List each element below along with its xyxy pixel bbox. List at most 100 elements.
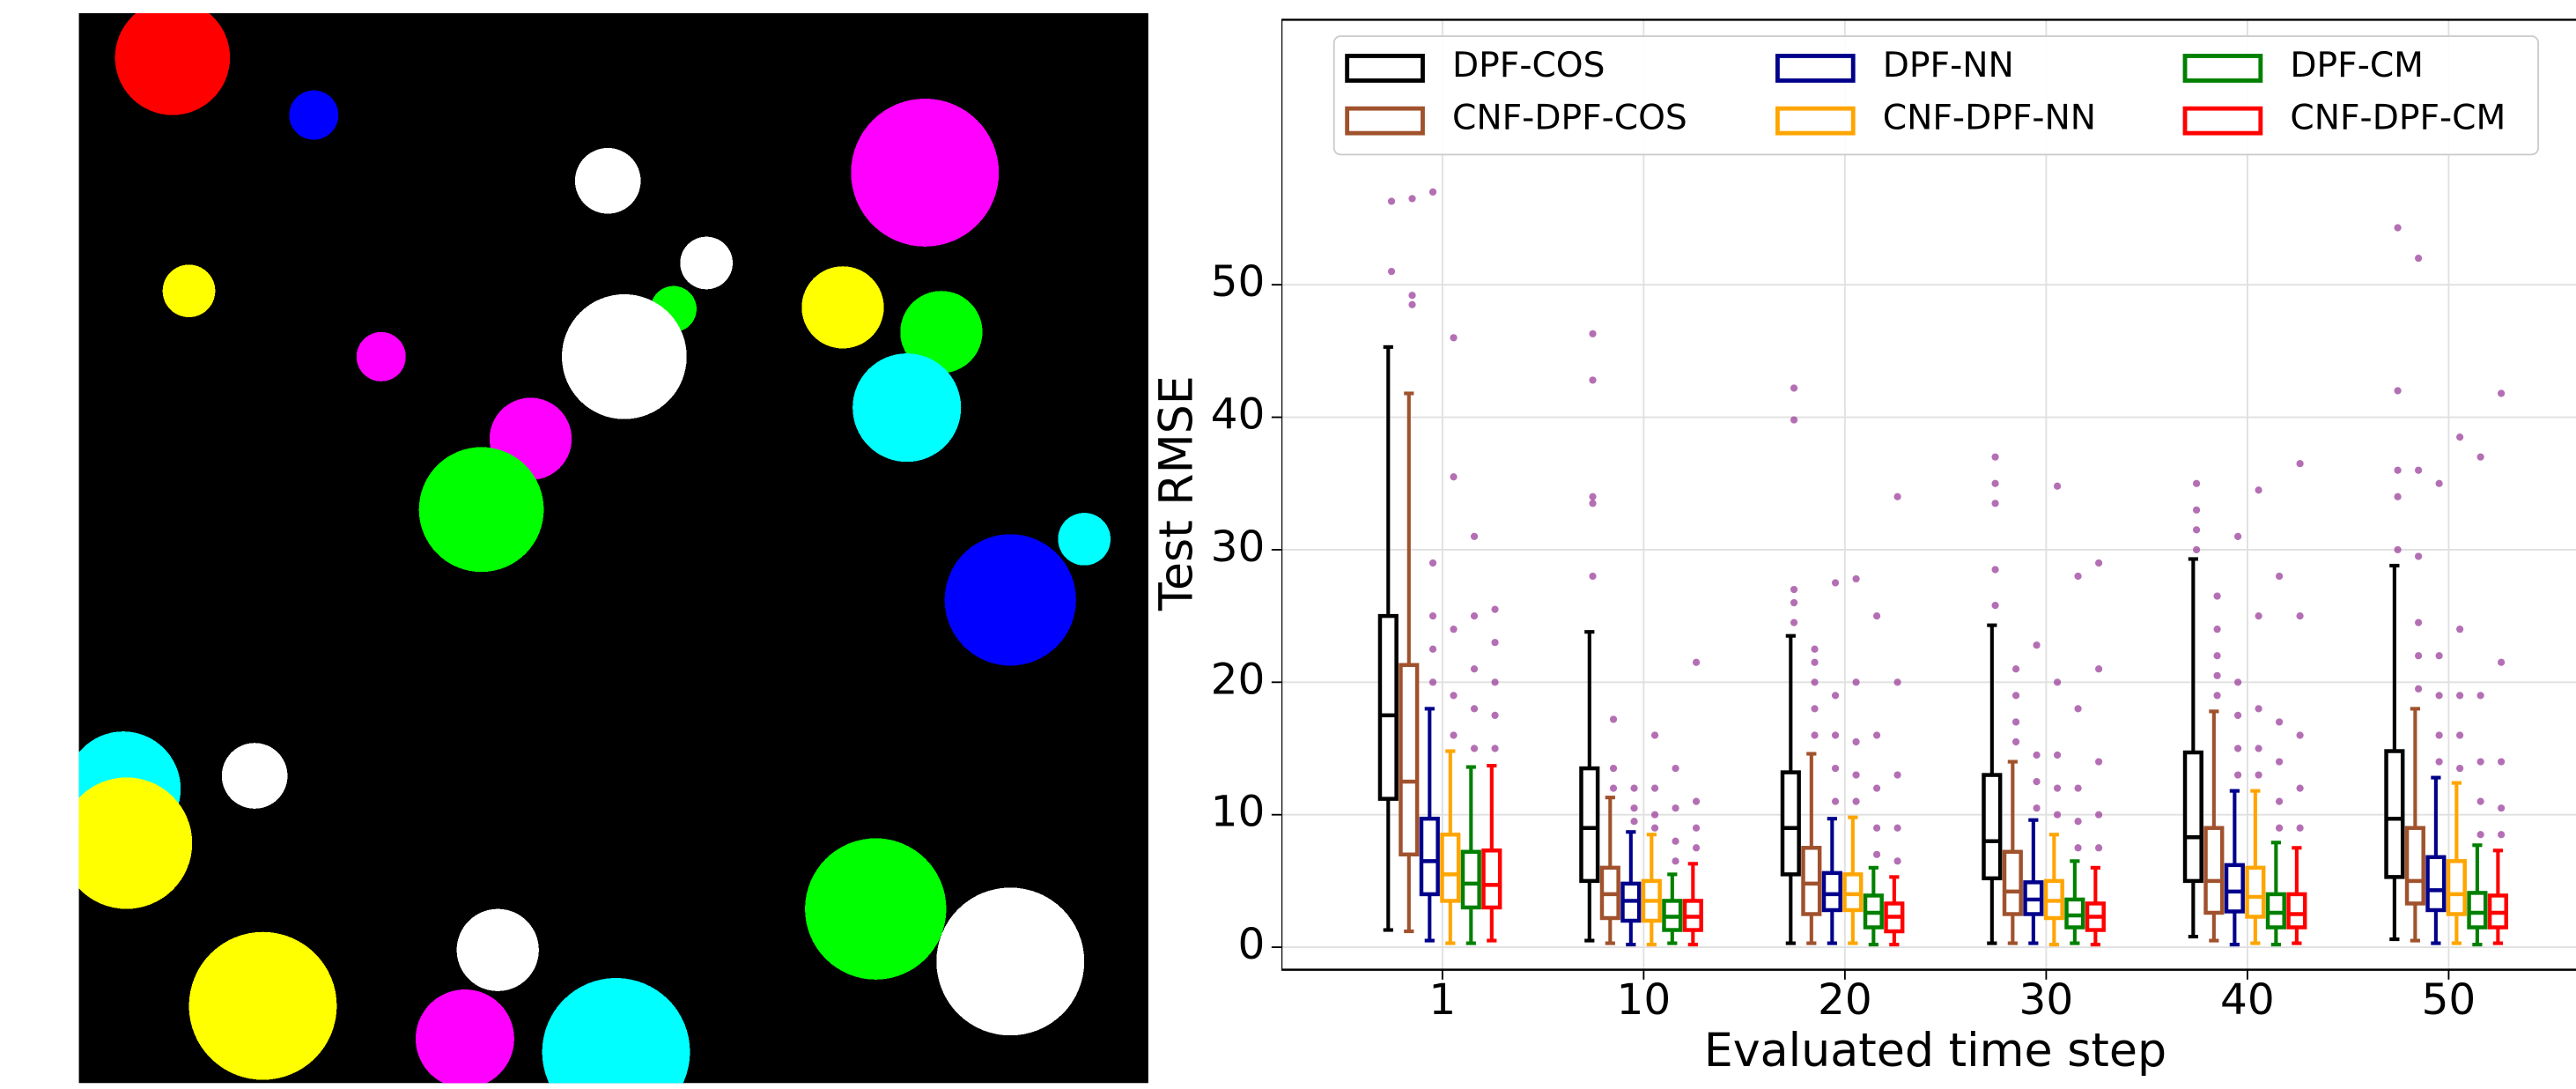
- outlier: [1811, 731, 1819, 739]
- outlier: [2074, 784, 2082, 792]
- disc: [188, 931, 337, 1080]
- outlier: [1630, 818, 1638, 826]
- outlier: [1491, 678, 1499, 686]
- outlier: [2415, 254, 2423, 263]
- outlier: [1852, 574, 1860, 583]
- y-tick-label: 10: [1211, 788, 1266, 837]
- outlier: [2394, 466, 2402, 474]
- disc: [680, 236, 733, 290]
- outlier: [1470, 612, 1479, 620]
- outlier: [1589, 572, 1597, 581]
- outlier: [1893, 771, 1901, 779]
- outlier: [1609, 784, 1618, 792]
- disc: [162, 264, 216, 318]
- y-tick-label: 40: [1211, 390, 1266, 440]
- outlier: [1470, 745, 1479, 752]
- legend-swatch: [2182, 54, 2263, 83]
- scene-image: [78, 12, 1148, 1084]
- outlier: [1428, 188, 1437, 196]
- outlier: [2255, 612, 2262, 620]
- outlier: [2498, 658, 2506, 666]
- y-axis-label: Test RMSE: [1150, 375, 1203, 611]
- outlier: [2255, 771, 2262, 779]
- outlier: [2394, 387, 2402, 395]
- disc: [944, 534, 1076, 666]
- outlier: [2033, 641, 2041, 649]
- outlier: [1408, 195, 1416, 203]
- outlier: [1991, 479, 1999, 487]
- outlier: [1790, 585, 1798, 594]
- outlier: [1811, 658, 1819, 666]
- outlier: [2296, 784, 2304, 792]
- outlier: [1428, 645, 1437, 653]
- outlier: [1589, 493, 1597, 500]
- outlier: [1872, 850, 1881, 858]
- box: [2002, 849, 2023, 916]
- box: [1780, 770, 1801, 877]
- outlier: [1650, 731, 1659, 739]
- x-tick-label: 20: [1818, 975, 1872, 1025]
- outlier: [2213, 626, 2221, 633]
- outlier: [1408, 300, 1416, 308]
- box: [2384, 749, 2405, 879]
- outlier: [2053, 482, 2062, 490]
- legend-label: DPF-NN: [1883, 46, 2014, 85]
- outlier: [2233, 678, 2242, 686]
- outlier: [1991, 500, 1999, 507]
- outlier: [2233, 532, 2242, 541]
- legend-label: DPF-CM: [2290, 46, 2424, 85]
- outlier: [2394, 493, 2402, 500]
- outlier: [2053, 811, 2062, 819]
- outlier: [2456, 764, 2464, 773]
- outlier: [2033, 804, 2041, 812]
- outlier: [1387, 268, 1396, 276]
- outlier: [1408, 292, 1416, 300]
- box: [2064, 897, 2085, 930]
- outlier: [1672, 804, 1679, 812]
- disc: [418, 447, 544, 573]
- outlier: [1450, 473, 1458, 481]
- outlier: [2053, 678, 2062, 686]
- disc: [456, 908, 539, 991]
- outlier: [1450, 692, 1458, 700]
- box: [1481, 848, 1502, 910]
- outlier: [1692, 658, 1701, 666]
- box: [2467, 891, 2488, 930]
- disc: [561, 293, 687, 419]
- scene-objects: [78, 12, 1111, 1084]
- outlier: [1872, 612, 1881, 620]
- y-tick-label: 20: [1211, 655, 1266, 704]
- box: [1440, 833, 1461, 903]
- outlier: [2192, 526, 2201, 534]
- box: [1579, 766, 1600, 884]
- outlier: [2275, 758, 2284, 766]
- outlier: [2094, 559, 2103, 567]
- outlier: [2476, 831, 2484, 839]
- outlier: [2094, 844, 2103, 852]
- outlier: [1672, 764, 1679, 773]
- x-tick-label: 30: [2019, 975, 2074, 1025]
- outlier: [1893, 824, 1901, 832]
- outlier: [1428, 612, 1437, 620]
- outlier: [2074, 705, 2082, 713]
- disc: [851, 98, 1000, 247]
- box: [1460, 849, 1481, 910]
- box: [2425, 855, 2447, 913]
- disc: [415, 989, 514, 1084]
- legend-swatch: [1775, 106, 1856, 136]
- outlier: [2233, 771, 2242, 779]
- box: [2224, 863, 2245, 914]
- outlier: [2255, 745, 2262, 752]
- disc: [574, 147, 641, 214]
- y-tick-label: 50: [1211, 257, 1266, 307]
- disc: [936, 887, 1085, 1036]
- outlier: [1790, 598, 1798, 607]
- outlier: [1450, 334, 1458, 342]
- disc: [114, 12, 231, 115]
- outlier: [1790, 416, 1798, 424]
- outlier: [1692, 824, 1701, 832]
- outlier: [1991, 453, 1999, 461]
- outlier: [1470, 705, 1479, 713]
- box: [2182, 750, 2203, 884]
- legend-label: DPF-COS: [1452, 46, 1605, 85]
